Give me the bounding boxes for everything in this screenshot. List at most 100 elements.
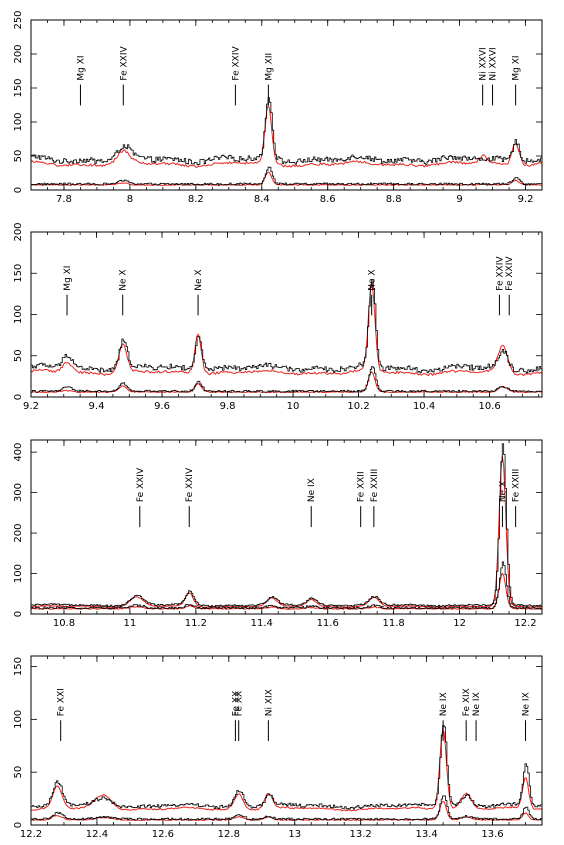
model-spectrum-red bbox=[31, 103, 542, 168]
line-label: Mg XI bbox=[63, 266, 73, 291]
data-spectrum-black-low bbox=[31, 366, 542, 393]
line-label: Ne X bbox=[498, 481, 508, 502]
x-tick-label: 8.2 bbox=[188, 194, 204, 205]
line-label: Fe XXIV bbox=[185, 467, 195, 502]
x-tick-label: 9.2 bbox=[518, 194, 534, 205]
x-tick-label: 7.8 bbox=[56, 194, 72, 205]
spectrum-panel-4: 12.2 12.4 12.6 12.8 13 13.2 13.4 13.6 0 50 100 150 F… bbox=[13, 655, 543, 840]
line-label: Fe XXIV bbox=[119, 46, 129, 81]
x-tick-label: 12.2 bbox=[514, 618, 536, 629]
line-label: Fe XXI bbox=[57, 688, 67, 716]
y-tick-label: 100 bbox=[13, 305, 24, 324]
x-tick-label: 9.6 bbox=[154, 401, 170, 412]
x-tick-label: 8.6 bbox=[320, 194, 336, 205]
y-tick-label: 100 bbox=[13, 564, 24, 583]
line-label: Ne X bbox=[194, 269, 204, 290]
x-tick-label: 10.8 bbox=[53, 618, 75, 629]
plot-frame bbox=[30, 19, 543, 191]
x-tick-label: 13.2 bbox=[350, 829, 372, 840]
line-label: Mg XI bbox=[512, 55, 522, 80]
spectrum-panel-2: 9.2 9.4 9.6 9.8 10 10.2 10.4 10.6 0 50 100 150 200 Mg… bbox=[13, 222, 543, 412]
line-label: Mg XII bbox=[264, 53, 274, 81]
x-tick-label: 8.4 bbox=[254, 194, 270, 205]
model-spectrum-red bbox=[31, 727, 542, 812]
line-label: Ni XXVI bbox=[479, 47, 489, 80]
line-label: Fe XXIII bbox=[370, 469, 380, 502]
line-label: Fe XXIV bbox=[505, 256, 515, 291]
data-spectrum-black bbox=[31, 443, 542, 608]
x-tick-label: 8 bbox=[127, 194, 133, 205]
y-tick-label: 150 bbox=[13, 657, 24, 676]
data-spectrum-black-low bbox=[31, 166, 542, 186]
y-tick-label: 200 bbox=[13, 524, 24, 543]
x-tick-label: 12 bbox=[453, 618, 466, 629]
line-label: Ne IX bbox=[439, 692, 449, 716]
line-label: Fe XX bbox=[231, 691, 241, 716]
x-tick-label: 10.6 bbox=[478, 401, 500, 412]
x-tick-label: 11.8 bbox=[383, 618, 405, 629]
y-tick-label: 300 bbox=[13, 483, 24, 502]
y-tick-label: 100 bbox=[13, 112, 24, 131]
x-tick-label: 12.8 bbox=[218, 829, 240, 840]
data-spectrum-black bbox=[31, 97, 542, 166]
data-spectrum-black bbox=[31, 724, 542, 810]
y-tick-label: 150 bbox=[13, 78, 24, 97]
line-label: Ne IX bbox=[472, 692, 482, 716]
line-label: Fe XXIII bbox=[512, 469, 522, 502]
x-tick-label: 9.4 bbox=[89, 401, 105, 412]
data-spectrum-black bbox=[31, 279, 542, 374]
x-tick-label: 12.6 bbox=[152, 829, 174, 840]
line-label: Fe XX bbox=[235, 691, 245, 716]
line-label: Fe XXIV bbox=[231, 46, 241, 81]
y-tick-label: 50 bbox=[13, 766, 24, 779]
y-tick-label: 0 bbox=[13, 187, 24, 193]
x-tick-label: 13 bbox=[288, 829, 301, 840]
x-tick-label: 12.4 bbox=[86, 829, 108, 840]
line-label: Fe XXIV bbox=[136, 467, 146, 502]
x-tick-label: 13.6 bbox=[481, 829, 503, 840]
x-tick-label: 11.6 bbox=[317, 618, 339, 629]
x-tick-label: 11.2 bbox=[185, 618, 207, 629]
y-tick-label: 150 bbox=[13, 264, 24, 283]
model-spectrum-red bbox=[31, 282, 542, 377]
model-spectrum-red bbox=[31, 455, 542, 608]
y-tick-label: 50 bbox=[13, 349, 24, 362]
x-tick-label: 11 bbox=[124, 618, 137, 629]
x-tick-label: 9.8 bbox=[220, 401, 236, 412]
plot-frame bbox=[30, 439, 543, 615]
line-label: Fe XXIV bbox=[495, 256, 505, 291]
x-tick-label: 10.4 bbox=[413, 401, 435, 412]
y-tick-label: 100 bbox=[13, 710, 24, 729]
x-tick-label: 12.2 bbox=[20, 829, 42, 840]
x-tick-label: 10.2 bbox=[347, 401, 369, 412]
y-tick-label: 0 bbox=[13, 394, 24, 400]
spectrum-panel-1: 7.8 8 8.2 8.4 8.6 8.8 9 9.2 0 50 100 150 200 250 Mg XI… bbox=[13, 10, 543, 205]
y-tick-label: 400 bbox=[13, 443, 24, 462]
spectrum-panel-3: 10.8 11 11.2 11.4 11.6 11.8 12 12.2 0 100 200 300 40… bbox=[13, 439, 543, 629]
x-tick-label: 8.8 bbox=[386, 194, 402, 205]
x-tick-label: 9 bbox=[456, 194, 462, 205]
line-label: Ne IX bbox=[307, 478, 317, 502]
line-label: Fe XXII bbox=[357, 471, 367, 502]
plot-frame bbox=[30, 231, 543, 398]
line-label: Ni XIX bbox=[264, 689, 274, 716]
line-label: Fe XIX bbox=[462, 688, 472, 716]
x-tick-label: 9.2 bbox=[23, 401, 39, 412]
x-tick-label: 10 bbox=[287, 401, 300, 412]
plot-frame bbox=[30, 655, 543, 826]
data-spectrum-black-low bbox=[31, 561, 542, 610]
line-label: Ni XXVI bbox=[489, 47, 499, 80]
x-tick-label: 11.4 bbox=[251, 618, 273, 629]
data-spectrum-black-low bbox=[31, 795, 542, 821]
x-tick-label: 13.4 bbox=[415, 829, 437, 840]
line-label: Ne IX bbox=[522, 692, 532, 716]
model-spectrum-red-low bbox=[31, 572, 542, 610]
y-tick-label: 50 bbox=[13, 150, 24, 163]
y-tick-label: 0 bbox=[13, 822, 24, 828]
line-label: Ne X bbox=[368, 269, 378, 290]
y-tick-label: 250 bbox=[13, 10, 24, 29]
y-tick-label: 200 bbox=[13, 222, 24, 241]
y-tick-label: 0 bbox=[13, 611, 24, 617]
y-tick-label: 200 bbox=[13, 44, 24, 63]
